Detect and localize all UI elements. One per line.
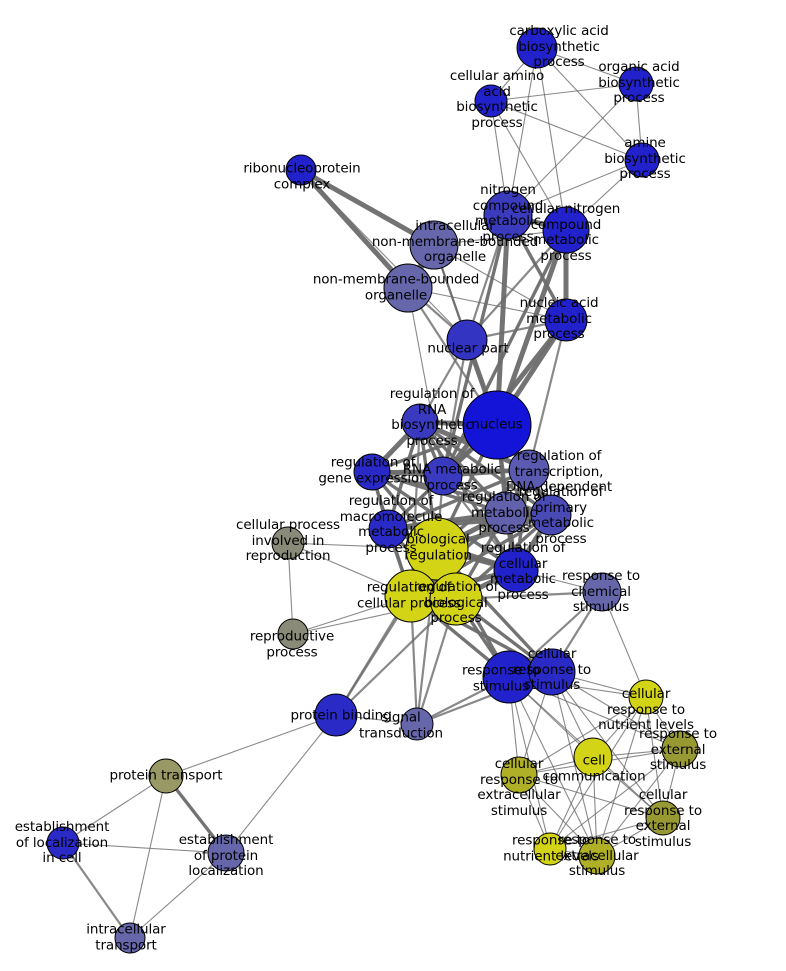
graph-edge (490, 100, 643, 161)
graph-edge (62, 842, 131, 939)
graph-edge (129, 775, 167, 939)
graph-edge (596, 748, 681, 857)
graph-node[interactable] (528, 648, 576, 696)
graph-edge (549, 817, 664, 850)
graph-node[interactable] (482, 650, 536, 704)
graph-edge (410, 513, 552, 598)
graph-node[interactable] (500, 756, 538, 794)
graph-node[interactable] (483, 190, 533, 240)
graph-edge (441, 229, 568, 477)
graph-edge (518, 774, 664, 819)
graph-node[interactable] (384, 569, 438, 623)
graph-edge (433, 244, 567, 321)
graph-node[interactable] (314, 693, 358, 737)
graph-edge (596, 696, 647, 857)
graph-edge (645, 696, 664, 819)
graph-node[interactable] (446, 319, 488, 361)
graph-edge (551, 671, 681, 750)
graph-node[interactable] (285, 154, 317, 186)
graph-node[interactable] (405, 517, 469, 581)
graph-edge (419, 420, 552, 517)
graph-node[interactable] (624, 142, 660, 178)
graph-edge (407, 287, 444, 477)
graph-node[interactable] (271, 526, 305, 560)
graph-edge (129, 852, 227, 939)
graph-node[interactable] (544, 298, 588, 342)
graph-node[interactable] (429, 572, 483, 626)
graph-node[interactable] (114, 922, 146, 954)
graph-edge (551, 671, 598, 857)
graph-node[interactable] (661, 730, 699, 768)
graph-node[interactable] (493, 547, 539, 593)
graph-node[interactable] (484, 491, 528, 535)
graph-edge (507, 47, 538, 216)
graph-node[interactable] (46, 826, 80, 860)
graph-node[interactable] (516, 27, 558, 69)
graph-node[interactable] (401, 403, 439, 441)
graph-edge (490, 100, 567, 231)
graph-node[interactable] (508, 449, 550, 491)
edge-layer (62, 47, 681, 939)
graph-edge (300, 169, 468, 341)
graph-node[interactable] (573, 737, 613, 777)
graph-edge (490, 83, 637, 102)
graph-node[interactable] (409, 220, 459, 270)
graph-node[interactable] (582, 572, 622, 612)
graph-edge (225, 714, 337, 854)
graph-node[interactable] (277, 618, 309, 650)
graph-node[interactable] (578, 837, 616, 875)
graph-edge (62, 775, 167, 844)
graph-edge (549, 748, 681, 850)
graph-edge (466, 229, 567, 341)
graph-edge (518, 696, 647, 776)
graph-node[interactable] (462, 390, 532, 460)
graph-node[interactable] (542, 206, 590, 254)
graph-edge (407, 287, 567, 321)
graph-node[interactable] (645, 800, 681, 836)
graph-node[interactable] (533, 832, 567, 866)
graph-edge (536, 47, 643, 161)
graph-node[interactable] (148, 758, 184, 794)
graph-node[interactable] (628, 679, 664, 715)
graph-node[interactable] (530, 494, 572, 536)
graph-edge (441, 339, 469, 477)
graph-node[interactable] (423, 456, 463, 496)
graph-node[interactable] (618, 66, 654, 102)
graph-edge (299, 167, 436, 248)
graph-edge (62, 842, 227, 854)
graph-edge (518, 774, 598, 857)
node-layer (46, 27, 699, 954)
graph-edge (335, 598, 457, 716)
graph-node[interactable] (368, 509, 408, 549)
graph-edge (536, 47, 567, 231)
graph-node[interactable] (474, 84, 508, 118)
graph-node[interactable] (207, 834, 245, 872)
graph-edge (299, 168, 410, 290)
graph-node[interactable] (400, 707, 434, 741)
graph-node[interactable] (353, 453, 391, 491)
graph-edge (507, 83, 637, 216)
graph-node[interactable] (383, 263, 433, 313)
graph-edge (165, 714, 337, 777)
graph-edge (494, 214, 511, 426)
graph-edge (527, 319, 568, 471)
